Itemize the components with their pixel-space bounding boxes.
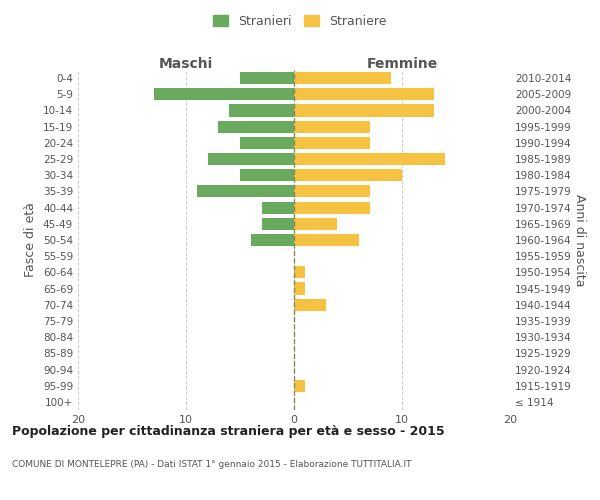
- Bar: [294, 380, 305, 392]
- Text: COMUNE DI MONTELEPRE (PA) - Dati ISTAT 1° gennaio 2015 - Elaborazione TUTTITALIA: COMUNE DI MONTELEPRE (PA) - Dati ISTAT 1…: [12, 460, 412, 469]
- Legend: Stranieri, Straniere: Stranieri, Straniere: [209, 11, 391, 32]
- Y-axis label: Fasce di età: Fasce di età: [25, 202, 37, 278]
- Bar: [294, 234, 359, 246]
- Bar: [294, 282, 305, 294]
- Bar: [208, 153, 294, 165]
- Bar: [262, 202, 294, 213]
- Bar: [294, 298, 326, 311]
- Bar: [294, 169, 402, 181]
- Bar: [294, 104, 434, 117]
- Bar: [294, 266, 305, 278]
- Bar: [251, 234, 294, 246]
- Text: Popolazione per cittadinanza straniera per età e sesso - 2015: Popolazione per cittadinanza straniera p…: [12, 425, 445, 438]
- Bar: [218, 120, 294, 132]
- Text: Femmine: Femmine: [367, 57, 437, 71]
- Bar: [294, 153, 445, 165]
- Bar: [240, 137, 294, 149]
- Y-axis label: Anni di nascita: Anni di nascita: [572, 194, 586, 286]
- Bar: [197, 186, 294, 198]
- Bar: [294, 186, 370, 198]
- Bar: [294, 202, 370, 213]
- Bar: [262, 218, 294, 230]
- Bar: [294, 72, 391, 84]
- Bar: [294, 137, 370, 149]
- Bar: [229, 104, 294, 117]
- Bar: [240, 169, 294, 181]
- Bar: [294, 88, 434, 101]
- Bar: [240, 72, 294, 84]
- Bar: [294, 120, 370, 132]
- Text: Maschi: Maschi: [159, 57, 213, 71]
- Bar: [154, 88, 294, 101]
- Bar: [294, 218, 337, 230]
